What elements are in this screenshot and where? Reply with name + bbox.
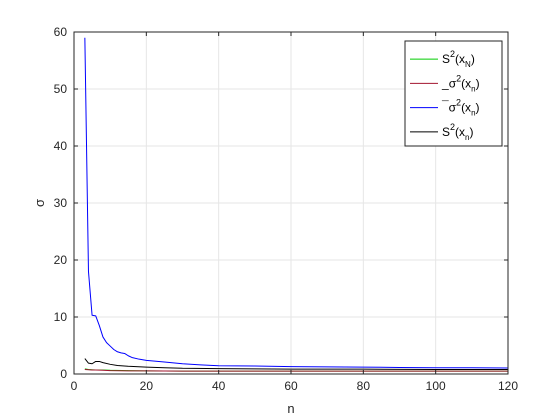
y-tick-label: 30 (54, 196, 68, 210)
x-tick-label: 100 (426, 379, 446, 393)
y-axis-label: σ (32, 199, 47, 207)
x-tick-label: 20 (140, 379, 154, 393)
axis-ticks: 0 20 40 60 80 100 120 0 10 20 30 40 50 60 (54, 25, 519, 393)
legend-label: ¯σ2(xn) (441, 98, 480, 118)
x-tick-label: 80 (357, 379, 371, 393)
x-tick-label: 120 (498, 379, 518, 393)
x-tick-label: 40 (212, 379, 226, 393)
y-tick-label: 10 (54, 310, 68, 324)
x-tick-label: 60 (284, 379, 298, 393)
y-tick-label: 0 (60, 367, 67, 381)
series-layer (84, 37, 509, 372)
y-tick-label: 60 (54, 25, 68, 39)
legend-label: _σ2(xn) (441, 73, 480, 93)
x-tick-label: 0 (71, 379, 78, 393)
legend-label: S2(xn) (442, 122, 473, 142)
series-line-3 (84, 37, 509, 369)
series-line-4 (84, 358, 508, 370)
legend-label: S2(xN) (442, 49, 475, 69)
y-tick-label: 20 (54, 253, 68, 267)
series-line-2 (84, 368, 508, 372)
legend: S2(xN) _σ2(xn) ¯σ2(xn) S2(xn) (404, 40, 503, 147)
y-tick-label: 50 (54, 82, 68, 96)
x-axis-label: n (287, 401, 294, 416)
legend-box (404, 40, 503, 147)
y-tick-label: 40 (54, 139, 68, 153)
